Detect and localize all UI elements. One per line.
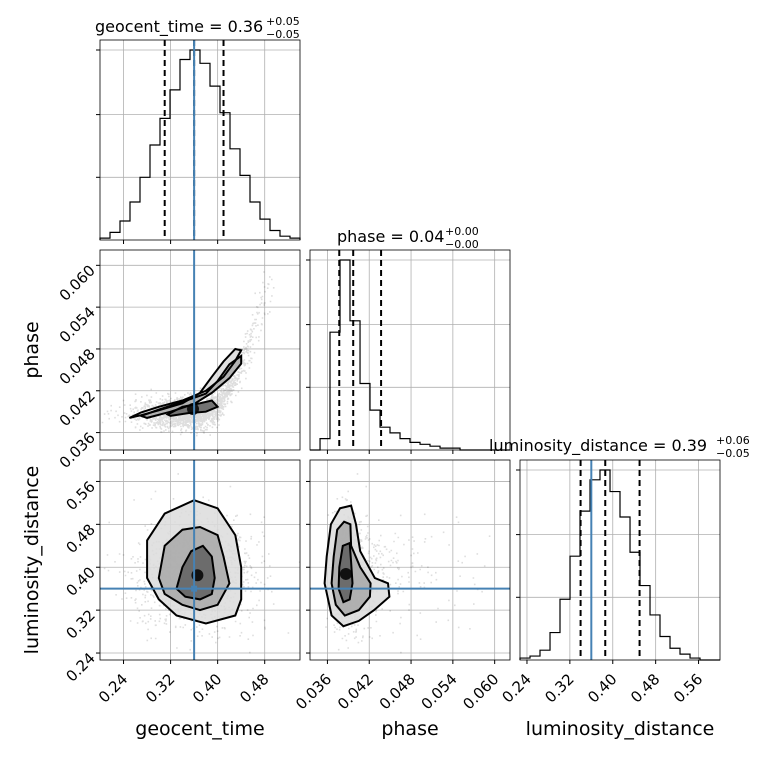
xlabel-luminosity-distance: luminosity_distance: [526, 718, 715, 740]
ylabel-phase: phase: [21, 321, 43, 378]
density-area: [323, 473, 491, 654]
histogram-luminosity-distance: [519, 469, 720, 661]
hist-phase-panel: [306, 249, 511, 454]
title-geocent-time: geocent_time = 0.36: [95, 17, 263, 37]
title-luminosity-distance-plus: +0.06: [716, 434, 750, 447]
contour-line-1: [146, 499, 243, 625]
title-luminosity-distance: luminosity_distance = 0.39: [489, 436, 707, 456]
scatter-points: [101, 271, 275, 437]
density-area: [101, 271, 275, 437]
contour-line-3: [175, 544, 216, 601]
xlabel-phase: phase: [381, 718, 438, 740]
title-luminosity-distance-minus: −0.05: [716, 447, 750, 460]
hist-luminosity-distance-panel: [516, 459, 721, 664]
geocent-time-vs-luminosity-distance-panel: [96, 459, 301, 664]
contour-line-2: [157, 525, 231, 612]
geocent-time-vs-phase-panel: [96, 249, 301, 454]
histogram-geocent-time: [99, 49, 301, 240]
ylabel-luminosity-distance: luminosity_distance: [21, 466, 43, 655]
hist-geocent-time-panel: [96, 39, 301, 244]
panel-frame: [309, 249, 511, 451]
panel-frame: [519, 459, 721, 661]
title-geocent-time-minus: −0.05: [266, 28, 300, 41]
panel-frame: [99, 39, 301, 241]
panel-frame: [99, 249, 301, 451]
title-phase-minus: −0.00: [445, 238, 479, 251]
title-phase: phase = 0.04: [337, 227, 444, 246]
title-phase-plus: +0.00: [445, 225, 479, 238]
title-geocent-time-plus: +0.05: [266, 15, 300, 28]
contour-line-2: [330, 520, 372, 617]
truth-marker: [191, 585, 198, 592]
contour-line-3: [165, 399, 220, 417]
panel-frame: [99, 459, 301, 661]
xlabel-geocent-time: geocent_time: [135, 718, 264, 740]
contour-line-1: [323, 504, 391, 628]
density-peak: [339, 567, 352, 580]
panel-frame: [309, 459, 511, 661]
contour-line-3: [337, 541, 354, 604]
phase-vs-luminosity-distance-panel: [306, 459, 511, 664]
